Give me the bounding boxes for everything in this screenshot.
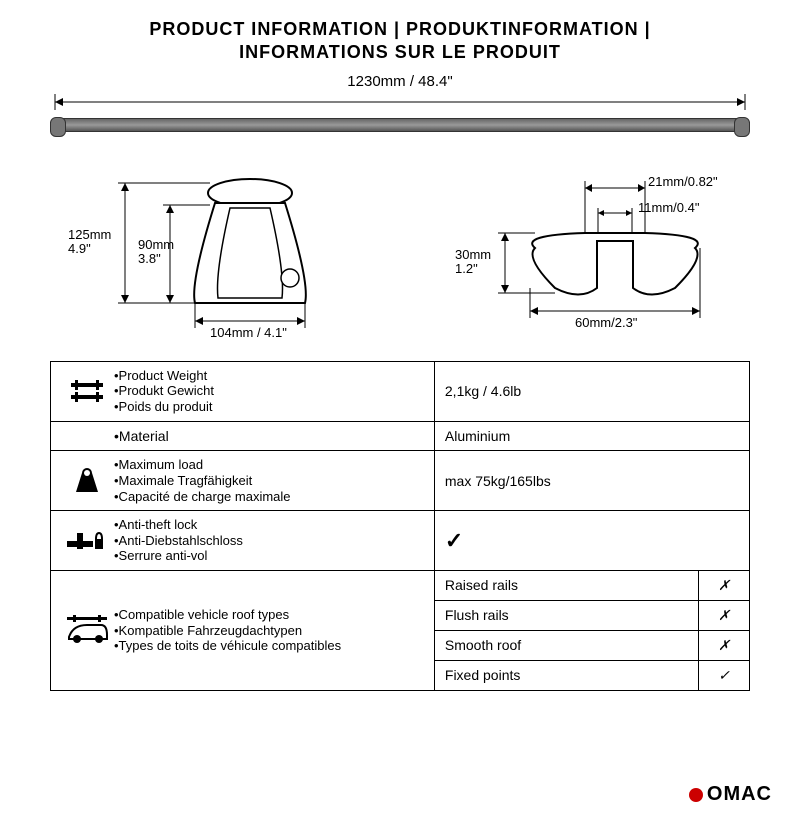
load-value: max 75kg/165lbs [435,451,749,510]
brand-logo: OMAC [689,783,772,806]
material-label: •Material [114,428,426,445]
lock-icon [59,527,114,555]
row-compat: •Compatible vehicle roof types •Kompatib… [51,571,749,690]
lock-value: ✓ [435,511,749,570]
profile-height: 30mm 1.2" [455,248,491,277]
compat-smooth: Smooth roof ✗ [435,631,749,661]
vehicle-icon [59,613,114,647]
length-arrow [50,92,750,112]
total-length-label: 1230mm / 48.4" [50,73,750,90]
compat-values: Raised rails ✗ Flush rails ✗ Smooth roof… [435,571,749,690]
top-bar-diagram: 1230mm / 48.4" [50,73,750,143]
profile-diagram: 21mm/0.82" 11mm/0.4" 30mm 1.2" 60mm/2.3" [420,163,750,343]
crossbar-shape [50,118,750,132]
foot-inner-h: 90mm 3.8" [138,238,174,267]
load-labels: •Maximum load •Maximale Tragfähigkeit •C… [114,457,426,504]
title-line-1: PRODUCT INFORMATION | PRODUKTINFORMATION… [0,18,800,41]
title-line-2: INFORMATIONS SUR LE PRODUIT [0,41,800,64]
foot-width: 104mm / 4.1" [210,326,287,340]
diagram-area: 1230mm / 48.4" [50,73,750,343]
weight-labels: •Product Weight •Produkt Gewicht •Poids … [114,368,426,415]
spec-table: •Product Weight •Produkt Gewicht •Poids … [50,361,750,691]
material-value: Aluminium [435,422,749,451]
compat-flush: Flush rails ✗ [435,601,749,631]
brand-text: OMAC [707,783,772,806]
foot-diagram: 125mm 4.9" 90mm 3.8" 104mm / 4.1" [50,163,390,343]
row-weight: •Product Weight •Produkt Gewicht •Poids … [51,362,749,422]
row-load: •Maximum load •Maximale Tragfähigkeit •C… [51,451,749,511]
weight-value: 2,1kg / 4.6lb [435,362,749,421]
lower-diagrams: 125mm 4.9" 90mm 3.8" 104mm / 4.1" [50,163,750,343]
profile-width: 60mm/2.3" [575,316,637,330]
brand-dot-icon [689,788,703,802]
row-material: •Material Aluminium [51,422,749,452]
compat-raised: Raised rails ✗ [435,571,749,601]
row-lock: •Anti-theft lock •Anti-Diebstahlschloss … [51,511,749,571]
page-title: PRODUCT INFORMATION | PRODUKTINFORMATION… [0,18,800,65]
weight-icon [59,377,114,405]
foot-outer-h: 125mm 4.9" [68,228,111,257]
compat-labels: •Compatible vehicle roof types •Kompatib… [114,607,426,654]
lock-labels: •Anti-theft lock •Anti-Diebstahlschloss … [114,517,426,564]
compat-fixed: Fixed points ✓ [435,661,749,690]
profile-inner-slot: 11mm/0.4" [638,201,699,215]
load-icon [59,466,114,496]
profile-top-slot: 21mm/0.82" [648,175,718,189]
